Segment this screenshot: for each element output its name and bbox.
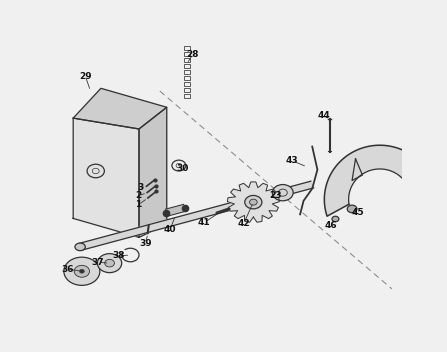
Polygon shape [73,88,167,129]
Circle shape [249,199,257,205]
Circle shape [74,265,89,277]
Polygon shape [139,107,167,237]
Text: 2: 2 [135,191,141,200]
Text: 1: 1 [135,200,141,209]
Circle shape [347,205,357,213]
Circle shape [272,184,293,201]
Bar [184,82,190,86]
Polygon shape [325,145,435,216]
Bar [184,64,190,68]
Ellipse shape [75,243,85,251]
Bar [184,46,190,50]
Text: 42: 42 [238,219,250,227]
Text: 43: 43 [286,156,299,165]
Circle shape [245,195,262,209]
Text: 36: 36 [61,265,74,274]
Circle shape [105,259,114,267]
Text: 40: 40 [164,225,177,234]
Polygon shape [73,118,139,237]
Text: 3: 3 [138,183,144,192]
Text: 23: 23 [270,191,282,200]
Bar [184,94,190,98]
Circle shape [80,269,84,273]
Text: 41: 41 [198,218,211,227]
Text: 29: 29 [79,71,92,81]
Circle shape [332,216,339,222]
Bar [184,70,190,74]
Bar [184,88,190,92]
Bar [184,58,190,62]
Polygon shape [228,182,279,222]
Text: 44: 44 [317,111,330,120]
Bar [184,52,190,56]
Circle shape [97,254,122,272]
Text: 28: 28 [186,50,199,59]
Circle shape [64,257,100,285]
Text: 37: 37 [92,258,105,267]
Text: 39: 39 [139,239,152,248]
Bar [184,76,190,80]
Text: 45: 45 [352,208,365,218]
Polygon shape [79,181,314,250]
Text: 38: 38 [113,251,125,260]
Text: 46: 46 [324,221,337,230]
Text: 30: 30 [176,164,189,173]
